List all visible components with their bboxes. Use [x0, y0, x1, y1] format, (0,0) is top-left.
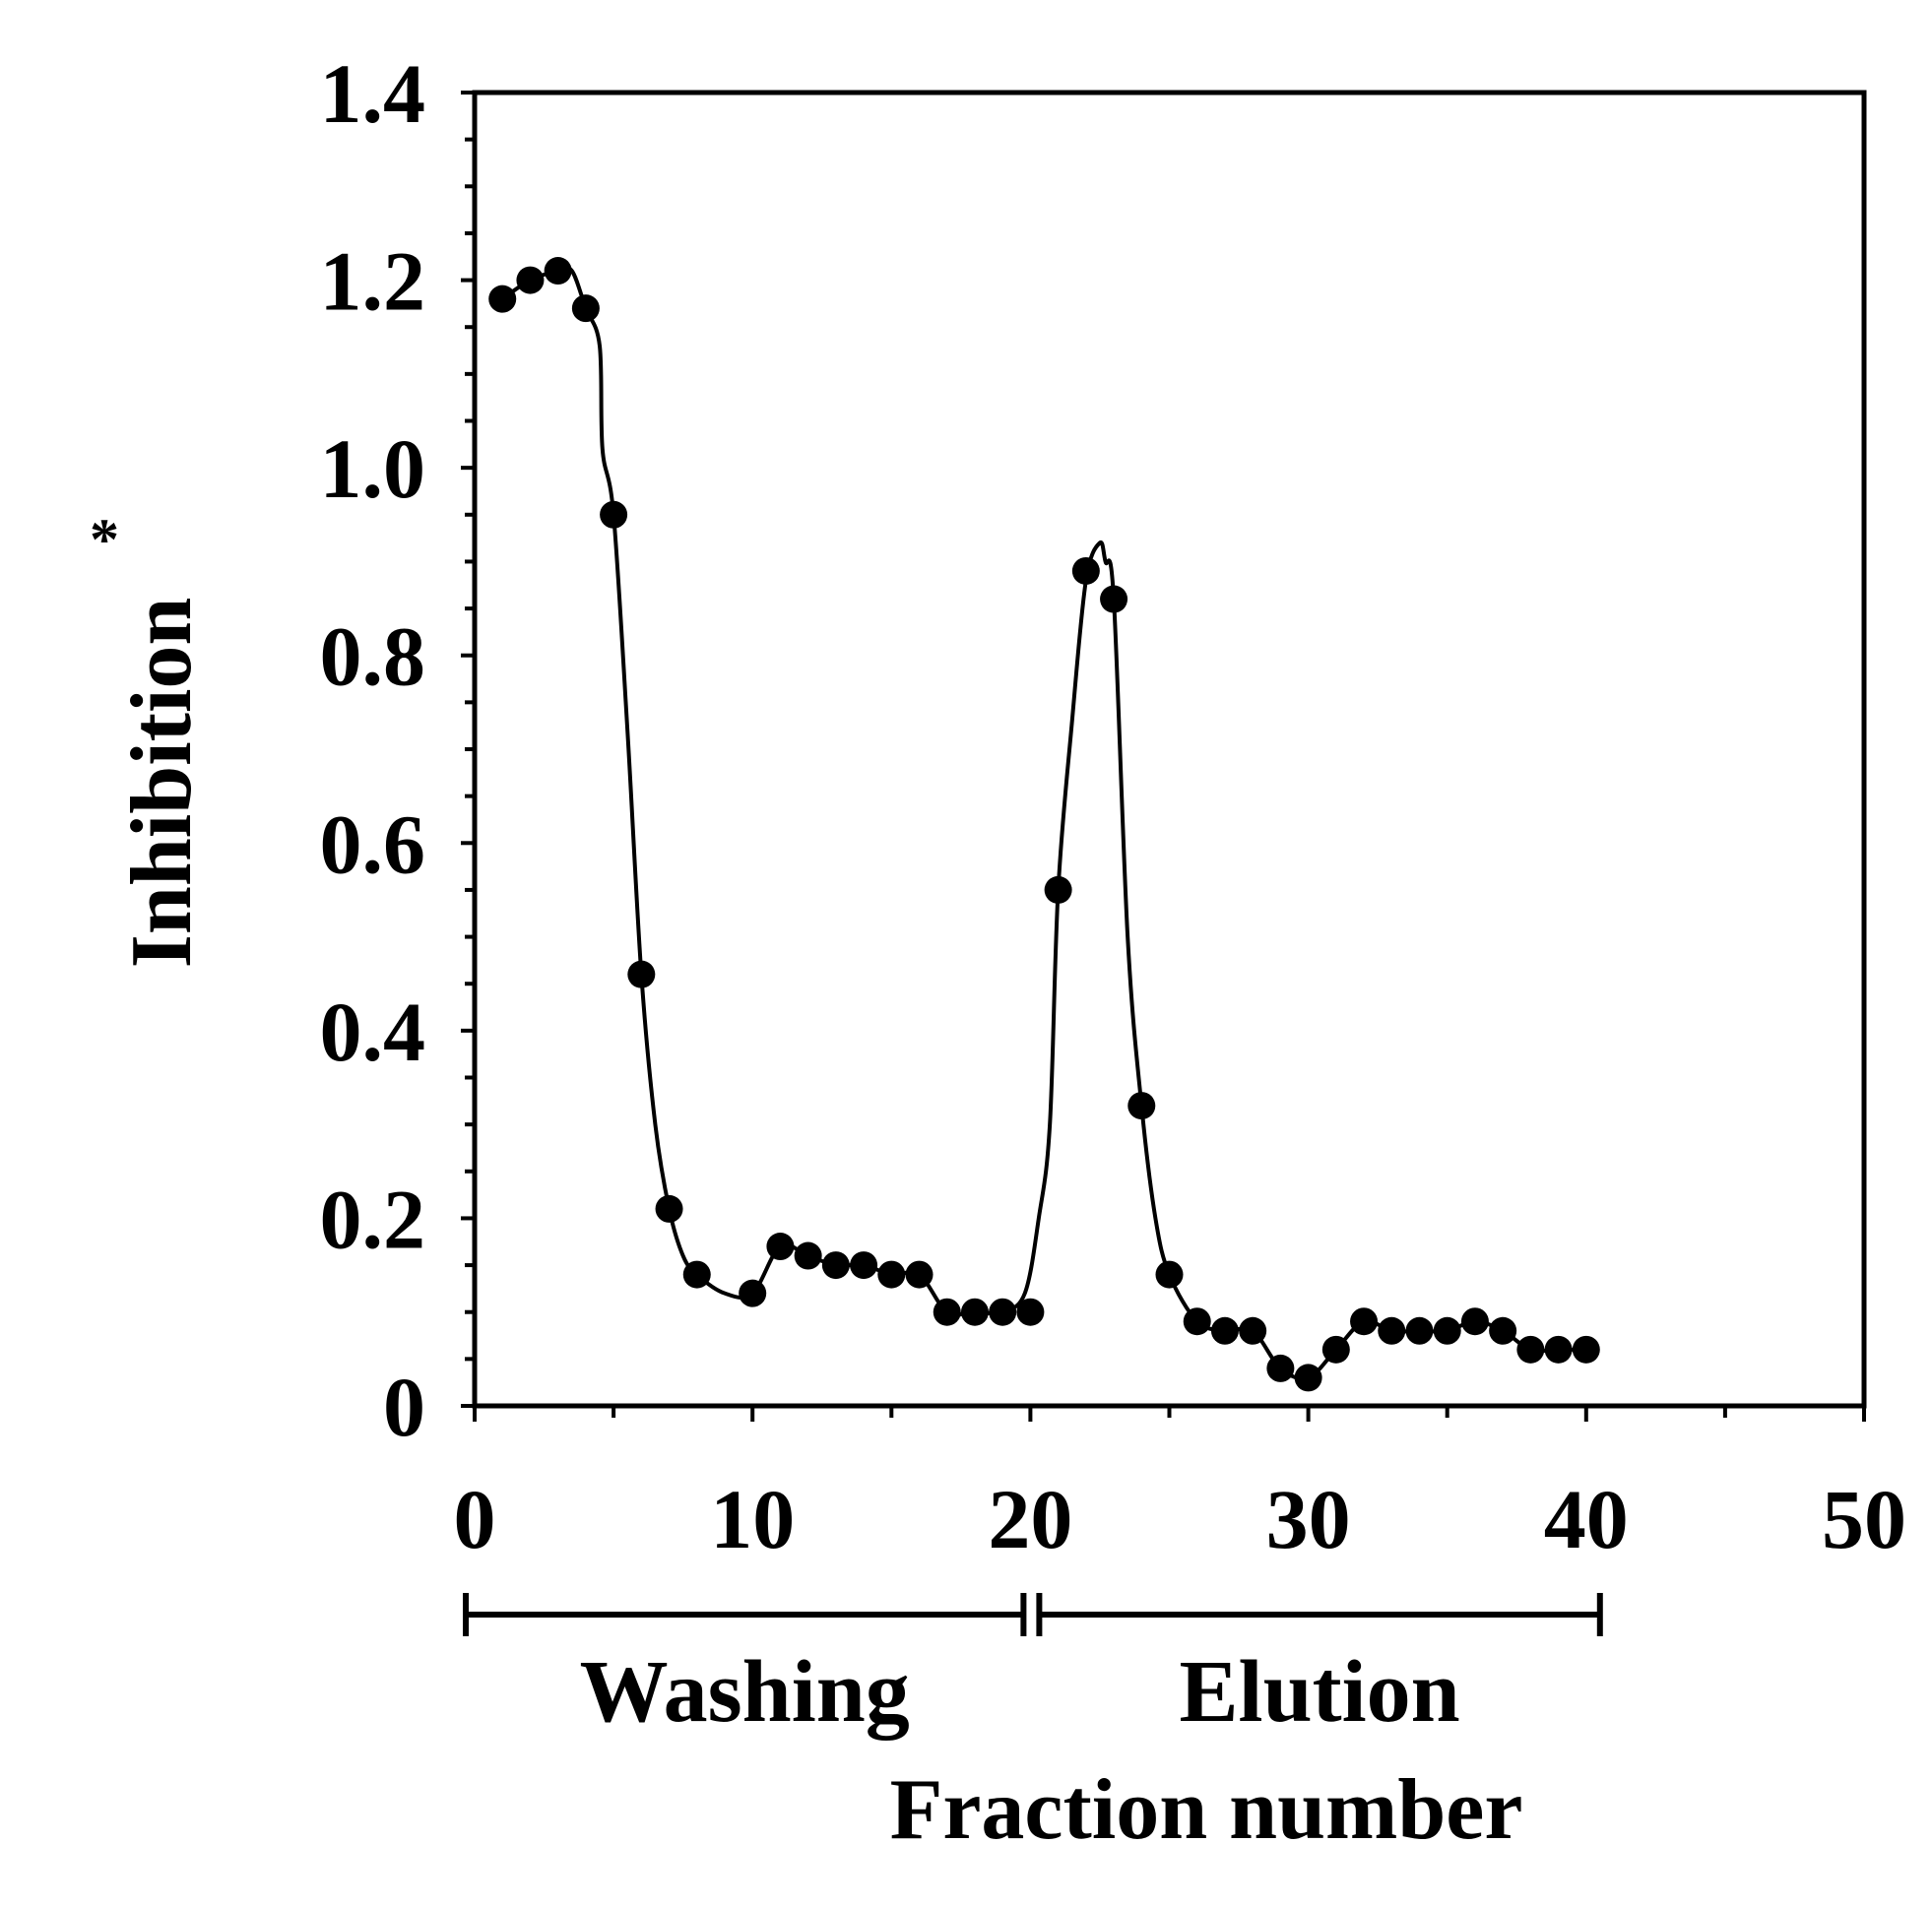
y-tick-label: 0 — [383, 1360, 425, 1454]
data-point — [821, 1251, 850, 1280]
x-tick-label: 10 — [710, 1472, 795, 1566]
data-point — [1155, 1260, 1184, 1289]
y-tick-label: 1.4 — [320, 46, 426, 141]
data-point — [877, 1260, 906, 1289]
data-point — [933, 1298, 961, 1326]
data-point — [794, 1241, 822, 1270]
data-point — [1405, 1316, 1434, 1345]
data-point — [1294, 1364, 1322, 1392]
data-point — [1544, 1335, 1573, 1364]
data-point — [1572, 1335, 1600, 1364]
y-tick-label: 0.8 — [320, 609, 426, 704]
data-point — [960, 1298, 989, 1326]
x-axis-title: Fraction number — [890, 1762, 1523, 1858]
data-point — [544, 257, 572, 286]
data-point — [1016, 1298, 1045, 1326]
y-tick-label: 0.2 — [320, 1172, 426, 1266]
plot-frame — [472, 90, 1867, 1409]
data-point — [627, 960, 656, 988]
data-point — [850, 1251, 878, 1280]
region-label: Elution — [1180, 1643, 1460, 1741]
x-tick-label: 30 — [1266, 1472, 1351, 1566]
y-tick-label: 1.0 — [320, 421, 426, 516]
data-point — [905, 1260, 934, 1289]
data-point — [682, 1260, 711, 1289]
plot-border — [472, 90, 1867, 1409]
data-point — [1044, 875, 1072, 904]
x-tick-label: 20 — [988, 1472, 1072, 1566]
y-axis-title-superscript: * — [90, 507, 119, 572]
data-point — [516, 266, 545, 294]
data-point — [739, 1279, 767, 1307]
y-axis-title: Inhibition — [114, 598, 210, 969]
series-points-group — [488, 257, 1600, 1392]
data-point — [1460, 1307, 1489, 1336]
y-tick-label: 0.6 — [320, 796, 426, 891]
data-point — [1516, 1335, 1545, 1364]
data-point — [1321, 1335, 1350, 1364]
data-point — [1127, 1092, 1156, 1120]
data-point — [1210, 1316, 1239, 1345]
data-point — [1100, 585, 1128, 613]
data-point — [1489, 1316, 1517, 1345]
y-axis: 0 0.2 0.4 0.6 0.8 1.0 1.2 1.4 — [320, 46, 475, 1454]
data-point — [1378, 1316, 1406, 1345]
x-axis: 0 10 20 30 40 50 — [454, 1406, 1906, 1566]
data-point — [655, 1194, 683, 1223]
data-point — [571, 294, 600, 323]
data-point — [989, 1298, 1017, 1326]
data-point — [1183, 1307, 1211, 1336]
region-label: Washing — [580, 1643, 910, 1741]
data-point — [766, 1233, 795, 1261]
x-tick-label: 0 — [454, 1472, 496, 1566]
data-point — [600, 500, 628, 529]
data-point — [488, 285, 517, 313]
data-point — [1239, 1316, 1267, 1345]
x-tick-label: 40 — [1544, 1472, 1629, 1566]
data-point — [1071, 556, 1100, 585]
data-point — [1266, 1354, 1295, 1382]
region-brackets: Washing Elution — [463, 1593, 1603, 1741]
y-tick-label: 0.4 — [320, 985, 426, 1079]
y-tick-label: 1.2 — [320, 234, 426, 329]
data-point — [1350, 1307, 1379, 1336]
data-point — [1433, 1316, 1461, 1345]
x-tick-label: 50 — [1822, 1472, 1906, 1566]
